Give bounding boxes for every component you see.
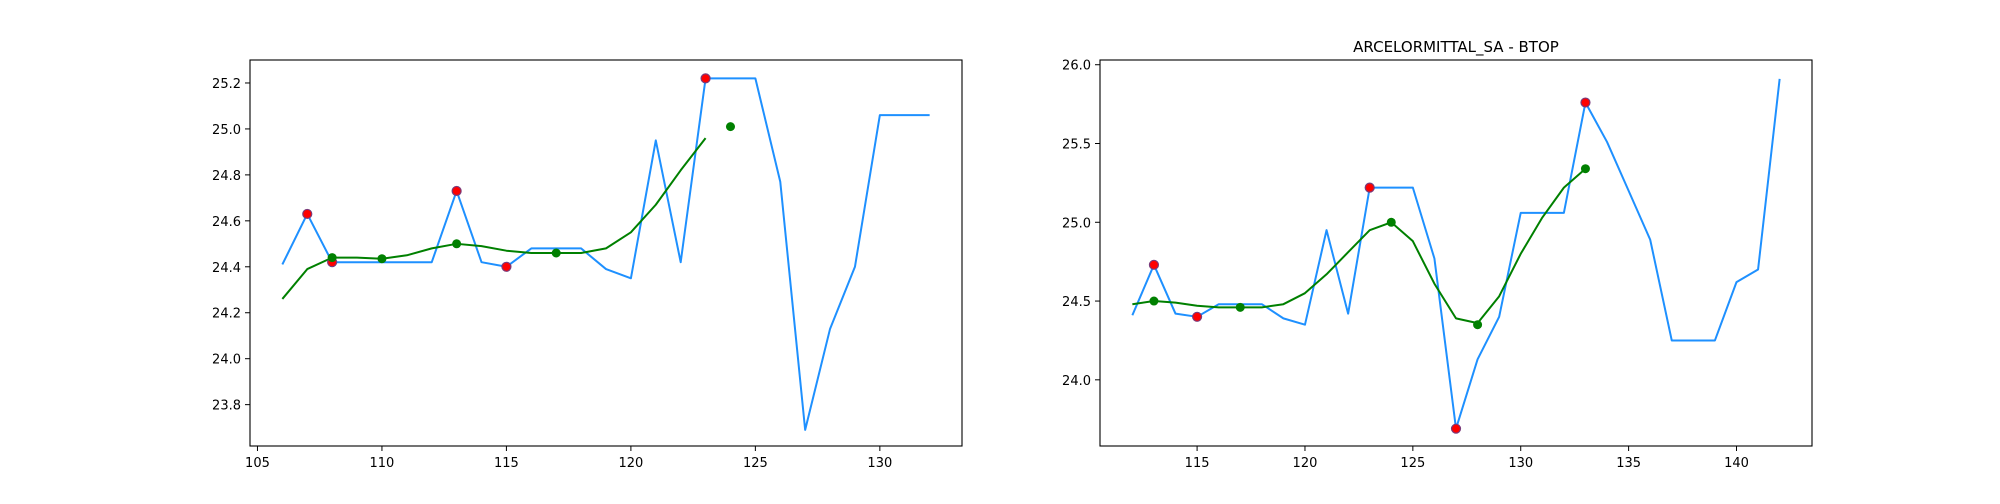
smoothed-point (327, 253, 337, 263)
y-tick-label: 24.0 (1062, 374, 1091, 389)
chart-title: ARCELORMITTAL_SA - BTOP (1353, 38, 1559, 57)
y-tick-label: 24.5 (1062, 295, 1091, 310)
left-chart: 105 110 115 120 125 130 23.8 24.0 24.2 24.4 24.6 24… (212, 59, 963, 471)
x-tick-label: 135 (1616, 456, 1641, 471)
x-tick-label: 140 (1724, 456, 1749, 471)
x-tick-label: 120 (1293, 456, 1318, 471)
extrema-point (700, 73, 711, 84)
extrema-point (501, 261, 512, 272)
smoothed-point (551, 248, 561, 258)
extrema-point (302, 208, 313, 220)
y-tick-label: 24.2 (212, 307, 241, 322)
y-tick-label: 26.0 (1062, 59, 1091, 74)
plot-frame (1099, 59, 1813, 447)
smoothed-series-line (1132, 167, 1587, 325)
y-tick-label: 24.6 (212, 215, 241, 230)
y-tick-label: 24.4 (212, 261, 241, 276)
y-tick-label: 24.8 (212, 169, 241, 184)
y-tick-label: 25.5 (1062, 138, 1091, 153)
x-tick-label: 115 (494, 456, 519, 471)
x-tick-label: 125 (743, 456, 768, 471)
smoothed-point (1580, 164, 1590, 174)
y-tick-label: 24.0 (212, 353, 241, 368)
y-tick-label: 25.0 (1062, 216, 1091, 231)
price-series-line (281, 77, 930, 431)
x-tick-label: 105 (245, 456, 270, 471)
smoothed-point (377, 254, 387, 264)
x-tick-label: 115 (1185, 456, 1210, 471)
smoothed-point (1235, 302, 1245, 312)
x-tick-label: 120 (618, 456, 643, 471)
x-tick-label: 110 (370, 456, 395, 471)
x-tick-label: 130 (867, 456, 892, 471)
right-chart: ARCELORMITTAL_SA - BTOP 115 120 125 130 135 14… (1062, 38, 1813, 471)
smoothed-point (725, 122, 735, 132)
x-tick-label: 125 (1400, 456, 1425, 471)
price-series-line (1131, 78, 1781, 430)
extrema-point (1450, 423, 1462, 434)
extrema-point (1580, 97, 1591, 108)
plot-frame (249, 59, 963, 447)
extrema-point (1364, 182, 1375, 193)
smoothed-point (452, 239, 462, 249)
y-tick-label: 25.2 (212, 77, 241, 92)
y-tick-label: 23.8 (212, 399, 241, 414)
extrema-point (451, 185, 462, 197)
y-tick-label: 25.0 (212, 123, 241, 138)
smoothed-point (1149, 296, 1159, 306)
x-tick-label: 130 (1508, 456, 1533, 471)
extrema-point (1148, 259, 1160, 270)
smoothed-series-line (281, 137, 707, 300)
smoothed-point (1386, 217, 1396, 227)
smoothed-point (1473, 320, 1483, 330)
extrema-point (1191, 311, 1203, 322)
